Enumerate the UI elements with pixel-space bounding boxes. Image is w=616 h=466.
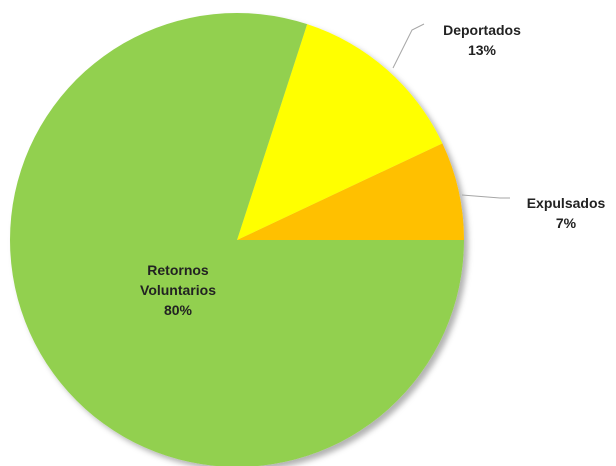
leader-line <box>392 23 425 69</box>
pie-slice <box>237 143 464 240</box>
data-label: Deportados 13% <box>422 20 542 60</box>
category-label: Expulsados <box>526 195 606 211</box>
value-label: 80% <box>163 302 193 318</box>
data-label: Expulsados 7% <box>506 193 616 233</box>
pie-slice <box>10 13 464 466</box>
category-label: Retornos Voluntarios <box>140 262 216 298</box>
pie <box>10 13 464 466</box>
category-label: Deportados <box>443 22 521 38</box>
leader-line <box>461 194 510 199</box>
data-label: Retornos Voluntarios 80% <box>128 260 228 320</box>
value-label: 7% <box>555 215 577 231</box>
value-label: 13% <box>467 42 497 58</box>
leader-lines <box>392 23 510 199</box>
pie-slice <box>237 24 443 241</box>
